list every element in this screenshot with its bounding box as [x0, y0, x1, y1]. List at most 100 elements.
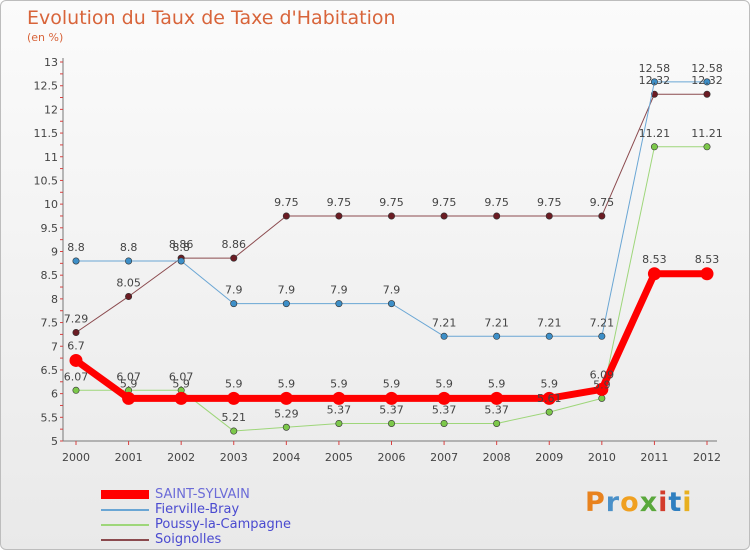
y-tick-label: 9.5 [41, 222, 59, 235]
legend-label: Soignolles [155, 532, 222, 547]
logo-letter: o [620, 487, 640, 518]
y-tick-label: 12 [44, 103, 58, 116]
data-point [72, 257, 80, 265]
data-label: 12.58 [639, 62, 671, 75]
data-point [545, 408, 553, 416]
data-point [230, 254, 238, 262]
x-tick-label: 2011 [640, 451, 668, 464]
data-label: 5.37 [327, 403, 352, 416]
proxiti-logo: Proxiti [585, 487, 693, 518]
data-point [647, 267, 661, 281]
logo-letter: r [605, 487, 621, 518]
data-label: 5.21 [222, 411, 247, 424]
data-label: 5.9 [488, 377, 506, 390]
series-line [75, 81, 708, 337]
y-tick-label: 6.5 [41, 364, 59, 377]
series-layer [69, 78, 714, 435]
data-point [279, 391, 293, 405]
data-label: 7.9 [330, 284, 348, 297]
x-tick-label: 2009 [535, 451, 563, 464]
data-label: 8.53 [695, 253, 720, 266]
y-tick-label: 11 [44, 151, 58, 164]
x-tick-label: 2008 [483, 451, 511, 464]
data-label: 5.9 [383, 377, 401, 390]
data-point [493, 332, 501, 340]
y-tick-label: 8 [51, 293, 58, 306]
x-tick-label: 2010 [588, 451, 616, 464]
data-label: 9.75 [590, 196, 615, 209]
y-tick-label: 12.5 [34, 80, 59, 93]
data-label: 8.86 [222, 238, 247, 251]
data-label: 9.75 [537, 196, 562, 209]
data-label: 11.21 [639, 127, 671, 140]
data-point [69, 353, 83, 367]
logo-letter: i [658, 487, 669, 518]
data-label: 5.9 [172, 377, 190, 390]
data-point [174, 391, 188, 405]
data-point [595, 382, 609, 396]
data-label: 6.7 [67, 339, 85, 352]
data-point [177, 257, 185, 265]
data-label: 12.32 [691, 74, 723, 87]
data-labels-layer: 7.29 8.05 8.86 8.86 9.75 9.75 9.75 9.75 9.75 9.75… [64, 62, 723, 424]
y-tick-label: 5 [51, 435, 58, 448]
legend-label: Poussy-la-Campagne [155, 517, 291, 532]
y-tick-label: 8.5 [41, 269, 59, 282]
data-point [227, 391, 241, 405]
data-label: 8.53 [642, 253, 667, 266]
data-point [387, 419, 395, 427]
data-point [72, 386, 80, 394]
data-label: 7.9 [278, 284, 296, 297]
data-point [122, 391, 136, 405]
data-point [335, 212, 343, 220]
data-label: 7.29 [64, 313, 89, 326]
legend: SAINT-SYLVAIN Fierville-Bray Poussy-la-Cam… [101, 487, 291, 547]
data-point [335, 419, 343, 427]
legend-item: Fierville-Bray [101, 502, 291, 517]
data-point [703, 90, 711, 98]
data-label: 9.75 [484, 196, 509, 209]
data-label: 5.9 [435, 377, 453, 390]
x-tick-label: 2001 [115, 451, 143, 464]
axes: 5 5.5 6 6.5 7 7.5 8 8.5 9 9.5 10 10.5 11 11.5 12 12.5 13… [34, 56, 722, 464]
data-point [385, 391, 398, 405]
data-point [437, 391, 451, 405]
data-label: 7.21 [432, 316, 457, 329]
logo-letter: x [639, 487, 659, 518]
legend-item: Soignolles [101, 532, 291, 547]
data-label: 5.9 [278, 377, 296, 390]
x-tick-label: 2007 [430, 451, 458, 464]
x-tick-label: 2002 [167, 451, 195, 464]
logo-letter: P [585, 487, 606, 518]
data-label: 7.9 [383, 284, 401, 297]
data-point [230, 300, 238, 308]
data-point [493, 419, 501, 427]
data-point [332, 391, 346, 405]
legend-label: Fierville-Bray [155, 502, 240, 517]
data-label: 8.8 [172, 241, 190, 254]
legend-label: SAINT-SYLVAIN [155, 487, 250, 502]
legend-swatch [101, 508, 149, 511]
y-tick-label: 11.5 [34, 127, 59, 140]
legend-swatch [101, 523, 149, 526]
data-label: 8.8 [67, 241, 85, 254]
data-label: 6.09 [590, 368, 615, 381]
x-tick-label: 2003 [220, 451, 248, 464]
legend-swatch [101, 538, 149, 541]
data-label: 5.37 [379, 403, 404, 416]
data-label: 6.07 [169, 370, 194, 383]
data-point [545, 332, 553, 340]
data-label: 9.75 [432, 196, 457, 209]
data-label: 9.75 [379, 196, 404, 209]
y-tick-label: 7.5 [41, 317, 59, 330]
data-label: 9.75 [327, 196, 352, 209]
y-tick-label: 5.5 [41, 411, 59, 424]
data-point [440, 419, 448, 427]
data-label: 5.37 [484, 403, 509, 416]
data-point [493, 212, 501, 220]
logo-letter: t [668, 487, 683, 518]
data-label: 5.9 [120, 377, 138, 390]
data-label: 7.21 [590, 316, 615, 329]
data-label: 9.75 [274, 196, 299, 209]
